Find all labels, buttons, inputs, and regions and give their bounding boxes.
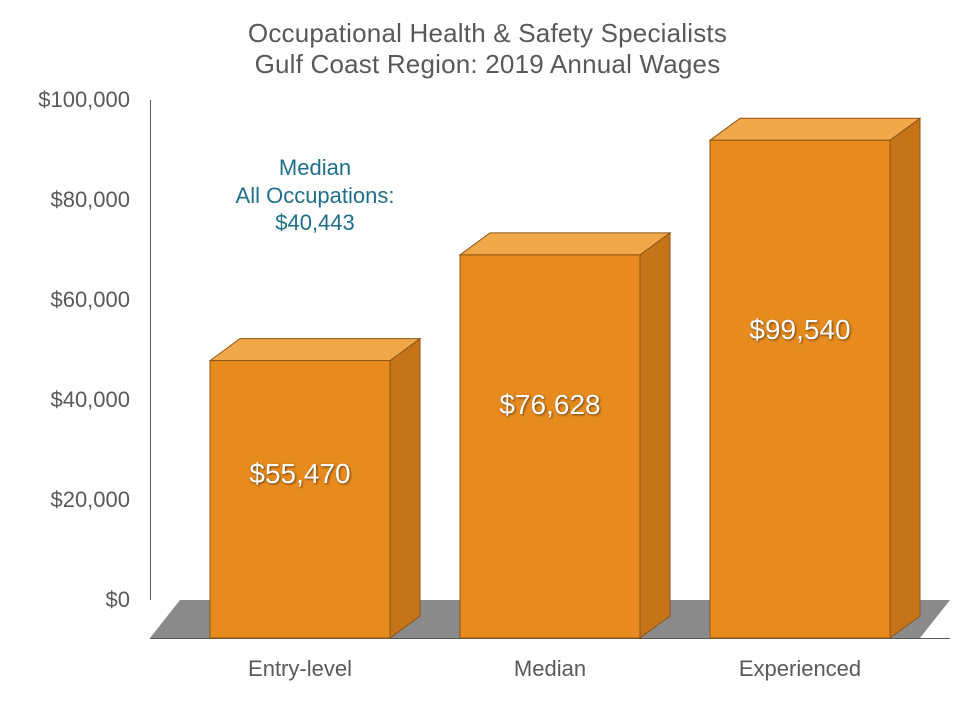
x-axis-category-label: Entry-level (190, 656, 410, 682)
bar-top (710, 118, 920, 140)
bar-value-label: $99,540 (710, 314, 890, 346)
bar-side (390, 339, 420, 638)
bars-group (0, 0, 975, 705)
bar-value-label: $55,470 (210, 458, 390, 490)
x-axis-category-label: Experienced (690, 656, 910, 682)
bar-front (460, 255, 640, 638)
bar-side (640, 233, 670, 638)
wage-bar-chart: Occupational Health & Safety Specialists… (0, 0, 975, 705)
bar-value-label: $76,628 (460, 389, 640, 421)
bar-side (890, 118, 920, 638)
bar-top (210, 339, 420, 361)
bar-top (460, 233, 670, 255)
bar-front (710, 140, 890, 638)
x-axis-category-label: Median (440, 656, 660, 682)
bar-front (210, 361, 390, 638)
